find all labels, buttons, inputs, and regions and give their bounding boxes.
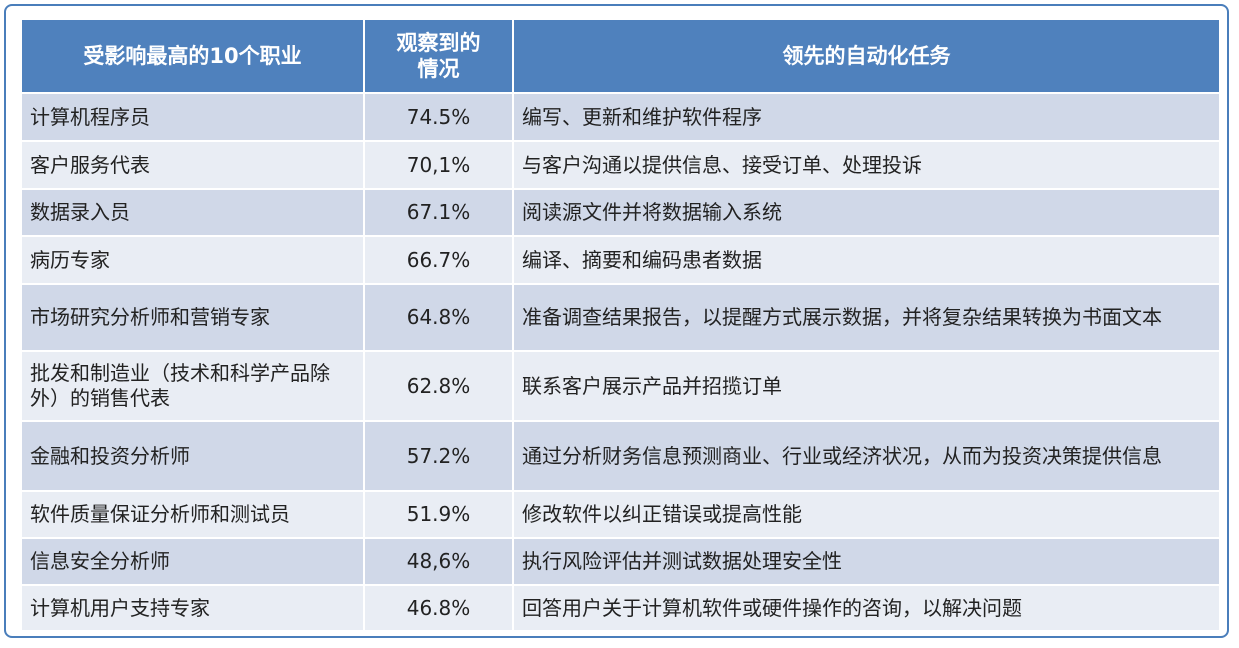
task-cell: 联系客户展示产品并招揽订单: [512, 350, 1221, 422]
table: 受影响最高的10个职业 观察到的情况 领先的自动化任务 计算机程序员 74.5% 编…: [20, 18, 1221, 632]
rate-cell: 46.8%: [363, 584, 514, 632]
occupation-cell: 软件质量保证分析师和测试员: [20, 490, 365, 539]
header-cell: 受影响最高的10个职业: [20, 18, 365, 94]
rate-cell: 66.7%: [363, 235, 514, 285]
occupation-cell: 数据录入员: [20, 188, 365, 237]
rate-cell: 48,6%: [363, 537, 514, 586]
occupation-cell: 客户服务代表: [20, 140, 365, 190]
task-cell: 准备调查结果报告，以提醒方式展示数据，并将复杂结果转换为书面文本: [512, 283, 1221, 352]
task-cell: 回答用户关于计算机软件或硬件操作的咨询，以解决问题: [512, 584, 1221, 632]
rate-cell: 51.9%: [363, 490, 514, 539]
table-body: 计算机程序员 74.5% 编写、更新和维护软件程序 客户服务代表 70,1% 与客户沟通以…: [20, 92, 1221, 632]
table-row: 软件质量保证分析师和测试员 51.9% 修改软件以纠正错误或提高性能: [20, 490, 1221, 539]
rate-cell: 74.5%: [363, 92, 514, 142]
table-row: 金融和投资分析师 57.2% 通过分析财务信息预测商业、行业或经济状况，从而为投资决…: [20, 420, 1221, 492]
table-row: 信息安全分析师 48,6% 执行风险评估并测试数据处理安全性: [20, 537, 1221, 586]
task-cell: 执行风险评估并测试数据处理安全性: [512, 537, 1221, 586]
occupation-cell: 市场研究分析师和营销专家: [20, 283, 365, 352]
table-row: 计算机用户支持专家 46.8% 回答用户关于计算机软件或硬件操作的咨询，以解决问题: [20, 584, 1221, 632]
occupation-cell: 信息安全分析师: [20, 537, 365, 586]
rate-cell: 70,1%: [363, 140, 514, 190]
table-row: 批发和制造业（技术和科学产品除外）的销售代表 62.8% 联系客户展示产品并招揽订单: [20, 350, 1221, 422]
rate-cell: 67.1%: [363, 188, 514, 237]
task-cell: 阅读源文件并将数据输入系统: [512, 188, 1221, 237]
task-cell: 修改软件以纠正错误或提高性能: [512, 490, 1221, 539]
rate-cell: 57.2%: [363, 420, 514, 492]
occupation-cell: 批发和制造业（技术和科学产品除外）的销售代表: [20, 350, 365, 422]
table-row: 客户服务代表 70,1% 与客户沟通以提供信息、接受订单、处理投诉: [20, 140, 1221, 190]
header-cell: 领先的自动化任务: [512, 18, 1221, 94]
table-row: 市场研究分析师和营销专家 64.8% 准备调查结果报告，以提醒方式展示数据，并将复杂…: [20, 283, 1221, 352]
task-cell: 编写、更新和维护软件程序: [512, 92, 1221, 142]
occupation-cell: 金融和投资分析师: [20, 420, 365, 492]
header-cell: 观察到的情况: [363, 18, 514, 94]
header-row: 受影响最高的10个职业 观察到的情况 领先的自动化任务: [20, 18, 1221, 94]
occupation-cell: 计算机程序员: [20, 92, 365, 142]
rate-cell: 62.8%: [363, 350, 514, 422]
task-cell: 通过分析财务信息预测商业、行业或经济状况，从而为投资决策提供信息: [512, 420, 1221, 492]
frame: [4, 4, 1229, 638]
task-cell: 与客户沟通以提供信息、接受订单、处理投诉: [512, 140, 1221, 190]
table-row: 病历专家 66.7% 编译、摘要和编码患者数据: [20, 235, 1221, 285]
table-row: 计算机程序员 74.5% 编写、更新和维护软件程序: [20, 92, 1221, 142]
occupation-cell: 计算机用户支持专家: [20, 584, 365, 632]
table-row: 数据录入员 67.1% 阅读源文件并将数据输入系统: [20, 188, 1221, 237]
rate-cell: 64.8%: [363, 283, 514, 352]
occupation-cell: 病历专家: [20, 235, 365, 285]
task-cell: 编译、摘要和编码患者数据: [512, 235, 1221, 285]
